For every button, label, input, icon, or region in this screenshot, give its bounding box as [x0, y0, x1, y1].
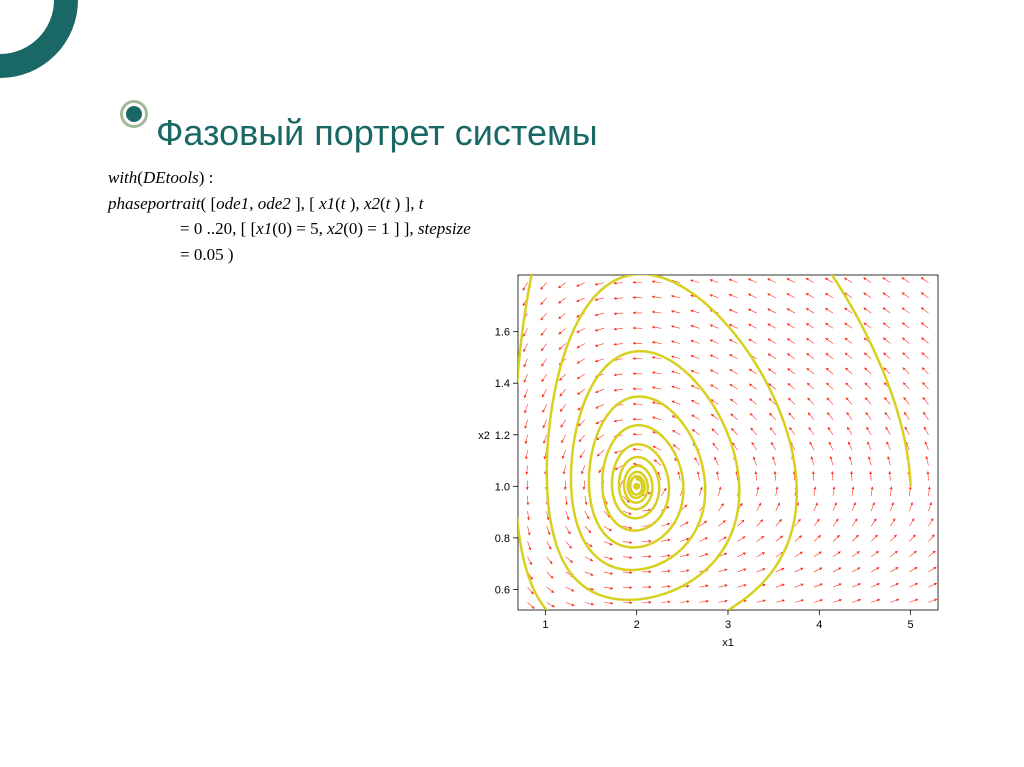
- chart-svg: 1 2 3 4 5 0.6 0.8 1.0 1.2 1.4 1.6 x1 x2: [468, 270, 948, 670]
- title-bullet-inner: [126, 106, 142, 122]
- svg-text:1.6: 1.6: [495, 327, 510, 339]
- svg-text:2: 2: [634, 619, 640, 631]
- svg-text:x1: x1: [722, 637, 734, 649]
- svg-text:0.6: 0.6: [495, 584, 510, 596]
- corner-decoration: [0, 0, 100, 100]
- svg-text:3: 3: [725, 619, 731, 631]
- page-title: Фазовый портрет системы: [156, 112, 598, 154]
- svg-text:1.4: 1.4: [495, 378, 510, 390]
- svg-text:5: 5: [908, 619, 914, 631]
- svg-text:x2: x2: [478, 430, 490, 442]
- code-kw: with: [108, 168, 137, 187]
- svg-text:0.8: 0.8: [495, 533, 510, 545]
- maple-code: with(DEtools) : phaseportrait( [ode1, od…: [108, 165, 471, 267]
- svg-text:4: 4: [816, 619, 822, 631]
- svg-text:1: 1: [542, 619, 548, 631]
- svg-text:1.0: 1.0: [495, 481, 510, 493]
- svg-text:1.2: 1.2: [495, 430, 510, 442]
- phase-portrait-chart: 1 2 3 4 5 0.6 0.8 1.0 1.2 1.4 1.6 x1 x2: [468, 270, 948, 670]
